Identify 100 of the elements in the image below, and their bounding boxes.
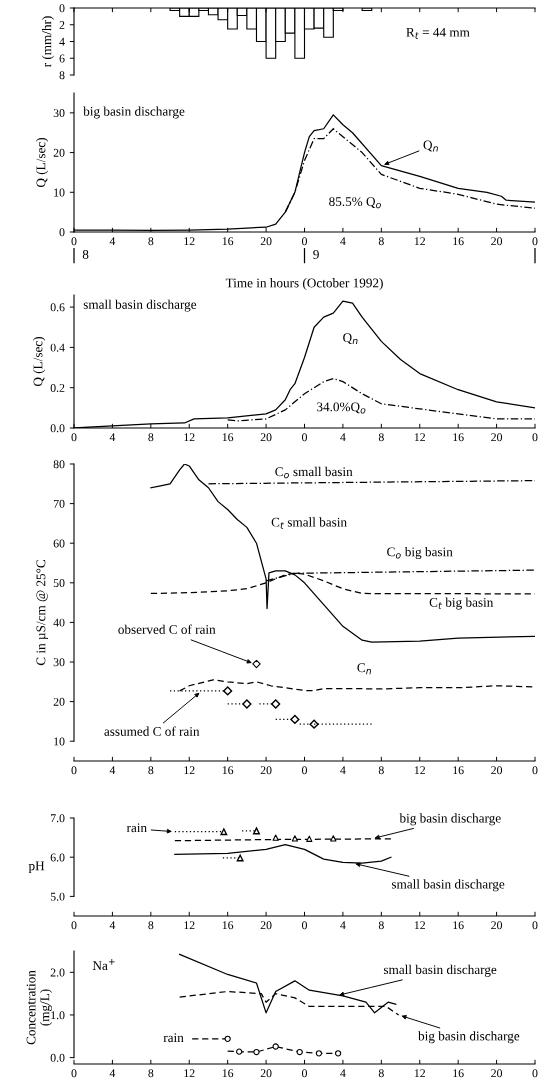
y-tick-label: 20 bbox=[53, 148, 65, 157]
x-tick-label: 12 bbox=[184, 433, 195, 442]
x-tick-label: 4 bbox=[109, 237, 116, 246]
x-tick-label: 20 bbox=[260, 766, 272, 775]
x-tick-label: 0 bbox=[302, 237, 307, 246]
x-tick-label: 8 bbox=[378, 766, 384, 775]
y-tick-label: 0.2 bbox=[50, 383, 65, 392]
annotation: C$_{o}$ small basin bbox=[275, 466, 353, 479]
annotation: big basin discharge bbox=[399, 813, 501, 826]
text: 8 bbox=[82, 250, 89, 259]
y-tick-label: 0.0 bbox=[50, 1053, 65, 1062]
y-tick-label: 6 bbox=[59, 54, 65, 63]
y-tick-label: 40 bbox=[53, 618, 65, 627]
annotation: 85.5% Q$_{o}$ bbox=[329, 197, 381, 209]
y-tick-label: 0 bbox=[59, 228, 65, 237]
x-tick-label: 0 bbox=[532, 1069, 538, 1078]
x-tick-label: 16 bbox=[453, 237, 464, 246]
y-tick-label: 8 bbox=[59, 71, 65, 80]
x-tick-label: 0 bbox=[532, 921, 538, 930]
annotation: C$_{n}$ bbox=[357, 663, 371, 675]
x-tick-label: 12 bbox=[414, 433, 425, 442]
x-tick-label: 20 bbox=[260, 237, 272, 246]
x-tick-label: 12 bbox=[184, 1069, 195, 1078]
y-tick-label: 4 bbox=[59, 37, 65, 46]
x-tick-label: 4 bbox=[340, 766, 346, 775]
annotation: Na$^{+}$ bbox=[92, 959, 115, 971]
annotation: C$_{o}$ big basin bbox=[387, 547, 453, 560]
x-tick-label: 8 bbox=[378, 237, 384, 246]
y-tick-label: 1.0 bbox=[51, 1011, 65, 1020]
x-tick-label: 20 bbox=[491, 766, 503, 775]
x-tick-label: 0 bbox=[532, 766, 538, 775]
y-tick-label: 0.0 bbox=[50, 424, 65, 433]
x-tick-label: 16 bbox=[222, 1069, 234, 1078]
x-tick-label: 20 bbox=[491, 921, 503, 930]
y-tick-label: 60 bbox=[53, 539, 65, 548]
y-axis-title: r (mm/hr) bbox=[41, 16, 54, 68]
annotation: assumed C of rain bbox=[104, 726, 200, 736]
annotation: rain bbox=[163, 1033, 184, 1043]
x-tick-label: 4 bbox=[340, 921, 346, 930]
x-tick-label: 4 bbox=[340, 433, 346, 442]
x-tick-label: 4 bbox=[109, 921, 116, 930]
x-tick-label: 20 bbox=[260, 433, 272, 442]
x-tick-label: 4 bbox=[109, 766, 116, 775]
x-tick-label: 0 bbox=[71, 921, 77, 930]
x-tick-label: 12 bbox=[184, 921, 195, 930]
annotation: C$_{t}$ big basin bbox=[429, 597, 494, 610]
x-tick-label: 8 bbox=[148, 237, 154, 246]
x-tick-label: 0 bbox=[71, 766, 77, 775]
y-axis-title: Concentration (mg/L) bbox=[26, 970, 52, 1045]
x-tick-label: 0 bbox=[71, 1069, 77, 1078]
x-tick-label: 12 bbox=[414, 766, 425, 775]
x-tick-label: 16 bbox=[453, 433, 464, 442]
x-tick-label: 12 bbox=[414, 1069, 425, 1078]
x-tick-label: 16 bbox=[222, 766, 234, 775]
x-tick-label: 8 bbox=[378, 921, 384, 930]
x-tick-label: 8 bbox=[148, 766, 154, 775]
annotation: R$_{t}$ = 44 mm bbox=[406, 27, 470, 39]
y-tick-label: 6.0 bbox=[50, 853, 65, 862]
x-tick-label: 4 bbox=[340, 1069, 346, 1078]
x-tick-label: 8 bbox=[378, 433, 384, 442]
x-tick-label: 0 bbox=[532, 237, 538, 246]
y-tick-label: 10 bbox=[54, 188, 65, 197]
x-tick-label: 0 bbox=[532, 433, 538, 442]
y-tick-label: 70 bbox=[53, 499, 65, 508]
x-tick-label: 4 bbox=[109, 433, 116, 442]
x-tick-label: 16 bbox=[453, 1069, 464, 1078]
x-tick-label: 0 bbox=[302, 1069, 307, 1078]
x-tick-label: 20 bbox=[491, 1069, 503, 1078]
annotation: big basin discharge bbox=[418, 1031, 520, 1044]
annotation: rain bbox=[126, 823, 147, 833]
x-tick-label: 8 bbox=[378, 1069, 384, 1078]
annotation: small basin discharge bbox=[383, 964, 497, 977]
annotation: small basin discharge bbox=[391, 879, 505, 892]
y-tick-label: 2 bbox=[59, 21, 65, 29]
annotation: big basin discharge bbox=[83, 106, 185, 119]
x-tick-label: 16 bbox=[222, 921, 234, 930]
text: 9 bbox=[313, 250, 319, 259]
y-tick-label: 0 bbox=[59, 4, 65, 13]
y-tick-label: 10 bbox=[54, 737, 65, 746]
x-tick-label: 20 bbox=[491, 433, 503, 442]
x-tick-label: 16 bbox=[222, 433, 234, 442]
x-tick-label: 0 bbox=[71, 237, 77, 246]
x-tick-label: 8 bbox=[148, 921, 154, 930]
y-tick-label: 50 bbox=[53, 579, 65, 588]
y-tick-label: 2.0 bbox=[50, 968, 65, 977]
x-tick-label: 12 bbox=[414, 921, 425, 930]
x-tick-label: 16 bbox=[453, 921, 464, 930]
x-axis-title: Time in hours (October 1992) bbox=[225, 278, 383, 291]
y-axis-title: Q (L/sec) bbox=[33, 336, 46, 387]
x-tick-label: 8 bbox=[148, 433, 154, 442]
x-tick-label: 20 bbox=[260, 1069, 272, 1078]
x-tick-label: 0 bbox=[302, 433, 307, 442]
x-tick-label: 12 bbox=[414, 237, 425, 246]
y-tick-label: 7.0 bbox=[50, 814, 65, 823]
x-tick-label: 16 bbox=[453, 766, 464, 775]
y-axis-title: C in µS/cm @ 25°C bbox=[36, 560, 49, 666]
y-tick-label: 80 bbox=[53, 460, 65, 469]
annotation: Q$_{n}$ bbox=[343, 333, 358, 345]
x-tick-label: 0 bbox=[302, 766, 307, 775]
x-tick-label: 4 bbox=[340, 237, 346, 246]
